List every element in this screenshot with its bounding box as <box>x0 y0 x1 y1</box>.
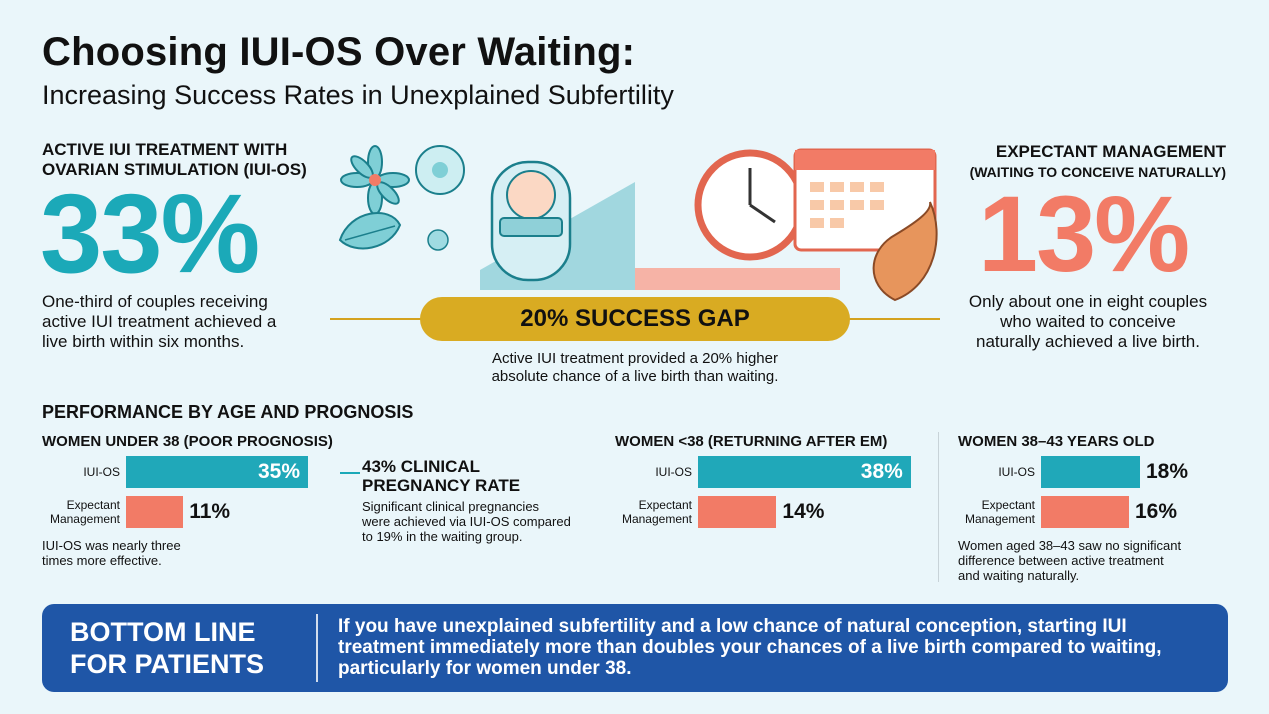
success-gap-note: Active IUI treatment provided a 20% high… <box>491 350 779 385</box>
success-gap-badge: 20% SUCCESS GAP <box>420 297 850 341</box>
calendar-icon <box>793 148 937 252</box>
performance-heading: PERFORMANCE BY AGE AND PROGNOSIS <box>42 402 414 422</box>
bar-iui-os <box>126 456 308 488</box>
chart-38-43: IUI-OS 18% Expectant Management 16% <box>955 456 1235 534</box>
panel-divider <box>938 432 939 582</box>
bottom-line-banner <box>42 604 1228 692</box>
bar-value-label: 11% <box>189 500 231 523</box>
bar-category-label: IUI-OS <box>998 465 1035 479</box>
bar-value-label: 14% <box>782 500 825 523</box>
panel3-note: Women aged 38–43 saw no significant diff… <box>958 538 1182 583</box>
bar-value-label: 18% <box>1146 460 1189 483</box>
panel2-title: WOMEN <38 (RETURNING AFTER EM) <box>615 433 888 450</box>
bar-category-label: Expectant Management <box>621 498 692 526</box>
chart-under-38-returning: IUI-OS 38% Expectant Management 14% <box>612 456 932 534</box>
bar-category-label: Expectant Management <box>964 498 1035 526</box>
page-title: Choosing IUI-OS Over Waiting: <box>42 30 636 74</box>
bar-iui-os <box>698 456 911 488</box>
flat-bar-icon <box>635 268 840 290</box>
panel3-title: WOMEN 38–43 YEARS OLD <box>958 433 1155 450</box>
bottom-line-separator <box>316 614 318 682</box>
clock-icon <box>694 149 806 261</box>
iui-os-heading: ACTIVE IUI TREATMENT WITH OVARIAN STIMUL… <box>42 140 307 179</box>
flower-icon <box>340 145 410 215</box>
chart-under-38-poor: IUI-OS 35% Expectant Management 11% <box>40 456 360 534</box>
expectant-description: Only about one in eight couples who wait… <box>968 292 1208 351</box>
central-illustration <box>338 145 938 302</box>
panel1-title: WOMEN UNDER 38 (POOR PROGNOSIS) <box>42 433 333 450</box>
cell-icon <box>415 145 465 251</box>
callout-title: 43% CLINICAL PREGNANCY RATE <box>362 457 521 495</box>
callout-connector <box>340 472 360 474</box>
bar-expectant <box>126 496 184 528</box>
bar-expectant <box>698 496 777 528</box>
expectant-percent: 13% <box>978 173 1190 294</box>
expectant-heading: EXPECTANT MANAGEMENT (WAITING TO CONCEIV… <box>969 142 1226 180</box>
bar-value-label: 35% <box>257 460 300 483</box>
bar-value-label: 16% <box>1135 500 1178 523</box>
iui-os-percent: 33% <box>40 171 260 296</box>
bar-category-label: Expectant Management <box>49 498 120 526</box>
callout-text: Significant clinical pregnancies were ac… <box>362 499 571 544</box>
bar-value-label: 38% <box>860 460 903 483</box>
panel1-note: IUI-OS was nearly three times more effec… <box>42 538 181 568</box>
baby-icon <box>490 160 572 282</box>
leaf-icon <box>338 212 402 250</box>
bottom-line-heading: BOTTOM LINE FOR PATIENTS <box>70 617 264 679</box>
bar-category-label: IUI-OS <box>655 465 692 479</box>
bar-expectant <box>1041 496 1129 528</box>
iui-os-description: One-third of couples receiving active IU… <box>42 292 277 351</box>
page-subtitle: Increasing Success Rates in Unexplained … <box>42 80 674 110</box>
bar-category-label: IUI-OS <box>83 465 120 479</box>
bar-iui-os <box>1041 456 1140 488</box>
seed-icon <box>872 201 938 302</box>
bottom-line-text: If you have unexplained subfertility and… <box>338 616 1162 679</box>
